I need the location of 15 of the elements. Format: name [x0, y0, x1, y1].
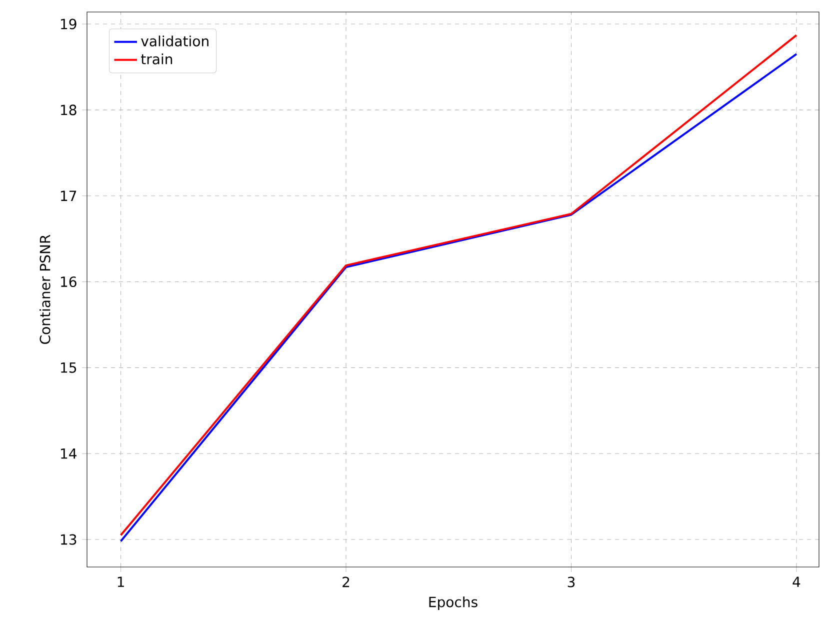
x-axis-title: Epochs — [429, 596, 478, 610]
y-tick-label: 19 — [61, 18, 76, 30]
y-tick-label: 15 — [61, 362, 76, 373]
y-tick-label: 16 — [61, 276, 76, 288]
y-tick-label: 14 — [61, 448, 76, 459]
y-axis-title: Contianer PSNR — [40, 234, 50, 344]
x-tick-label: 1 — [118, 576, 124, 587]
x-tick-label: 4 — [792, 576, 800, 587]
legend-label: validation — [141, 36, 208, 46]
y-tick-label: 17 — [61, 190, 76, 201]
x-tick-label: 2 — [342, 576, 350, 588]
y-tick-label: 18 — [61, 104, 76, 116]
y-tick-label: 13 — [61, 534, 76, 545]
legend-label: train — [141, 54, 172, 64]
x-tick-label: 3 — [568, 576, 575, 588]
